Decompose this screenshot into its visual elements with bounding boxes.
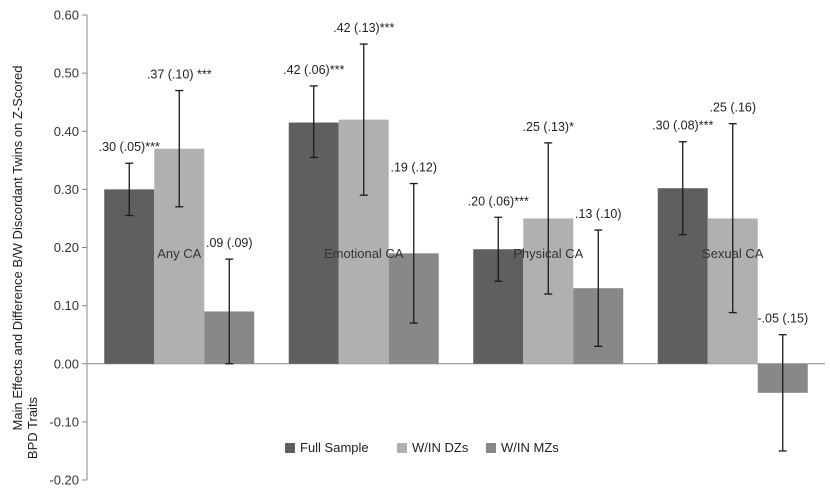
data-label: .30 (.08)*** — [652, 119, 713, 133]
y-axis-title-line-2: BPD Traits — [25, 396, 40, 459]
category-label: Sexual CA — [702, 246, 764, 261]
y-tick-label: 0.00 — [54, 356, 79, 371]
category-label: Physical CA — [513, 246, 583, 261]
data-label: .42 (.06)*** — [283, 63, 344, 77]
legend-swatch — [486, 443, 496, 453]
data-label: .25 (.16) — [709, 101, 756, 115]
category-labels: Any CA Emotional CA Physical CA Sexual CA — [157, 246, 764, 261]
category-label: Any CA — [157, 246, 201, 261]
y-tick-label: 0.40 — [54, 124, 79, 139]
data-label: .09 (.09) — [206, 236, 253, 250]
legend-label: W/IN DZs — [412, 440, 469, 455]
data-label: .30 (.05)*** — [99, 140, 160, 154]
y-tick-label: 0.20 — [54, 240, 79, 255]
y-tick-label: 0.60 — [54, 8, 79, 23]
y-tick-label: 0.30 — [54, 182, 79, 197]
y-tick-label: -0.20 — [49, 473, 79, 488]
bar — [104, 189, 155, 364]
y-tick-label: 0.10 — [54, 298, 79, 313]
legend-swatch — [397, 443, 407, 453]
legend: Full Sample W/IN DZs W/IN MZs — [285, 440, 559, 455]
y-tick-label: -0.10 — [49, 414, 79, 429]
data-label: .37 (.10) *** — [147, 68, 212, 82]
data-label: .42 (.13)*** — [333, 21, 394, 35]
legend-label: W/IN MZs — [501, 440, 559, 455]
y-axis-title: Main Effects and Difference B/W Discorda… — [10, 66, 40, 460]
bar — [288, 122, 339, 364]
data-label: .20 (.06)*** — [468, 194, 529, 208]
y-axis-ticks: -0.20 -0.10 0.00 0.10 0.20 0.30 0.40 0.50 0.60 — [49, 8, 87, 488]
legend-label: Full Sample — [300, 440, 369, 455]
data-label: -.05 (.15) — [757, 312, 808, 326]
y-tick-label: 0.50 — [54, 66, 79, 81]
data-label: .25 (.13)* — [523, 120, 575, 134]
data-label: .13 (.10) — [575, 207, 622, 221]
bars: .30 (.05)*** .37 (.10) *** .09 (.09) .42 (.… — [99, 21, 808, 452]
legend-swatch — [285, 443, 295, 453]
data-label: .19 (.12) — [390, 161, 437, 175]
y-axis-title-line-1: Main Effects and Difference B/W Discorda… — [10, 66, 25, 431]
category-label: Emotional CA — [324, 246, 404, 261]
